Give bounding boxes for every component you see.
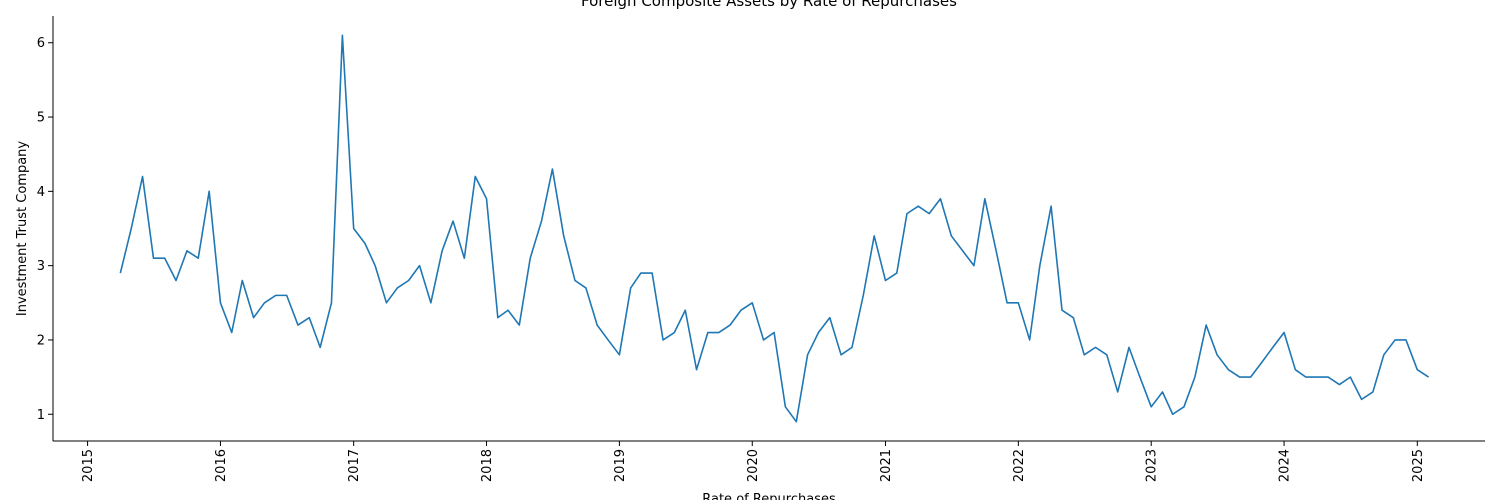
x-tick-label: 2024 xyxy=(1278,449,1293,482)
y-tick-label: 2 xyxy=(37,333,45,348)
series-group xyxy=(119,34,1430,423)
x-tick-label: 2025 xyxy=(1411,449,1426,482)
y-tick-label: 1 xyxy=(37,408,45,423)
x-tick-label: 2016 xyxy=(214,449,229,482)
y-tick-label: 3 xyxy=(37,259,45,274)
x-axis-title: Rate of Repurchases xyxy=(702,492,836,500)
x-axis-ticks: 2015 2016 2017 2018 2019 2020 2021 2022 2023 2024… xyxy=(81,441,1426,482)
chart-title: Foreign Composite Assets by Rate of Repu… xyxy=(581,0,957,10)
x-tick-label: 2017 xyxy=(347,449,362,482)
x-tick-label: 2023 xyxy=(1145,449,1160,482)
y-tick-label: 4 xyxy=(37,185,45,200)
x-tick-label: 2020 xyxy=(746,449,761,482)
series-line xyxy=(119,34,1430,423)
x-tick-label: 2022 xyxy=(1012,449,1027,482)
x-tick-label: 2021 xyxy=(879,449,894,482)
x-tick-label: 2015 xyxy=(81,449,96,482)
y-tick-label: 5 xyxy=(37,111,45,126)
x-tick-label: 2019 xyxy=(613,449,628,482)
y-axis-title: Investment Trust Company xyxy=(15,141,30,317)
y-axis-ticks: 1 2 3 4 5 6 xyxy=(37,36,53,423)
y-tick-label: 6 xyxy=(37,36,45,51)
x-tick-label: 2018 xyxy=(480,449,495,482)
